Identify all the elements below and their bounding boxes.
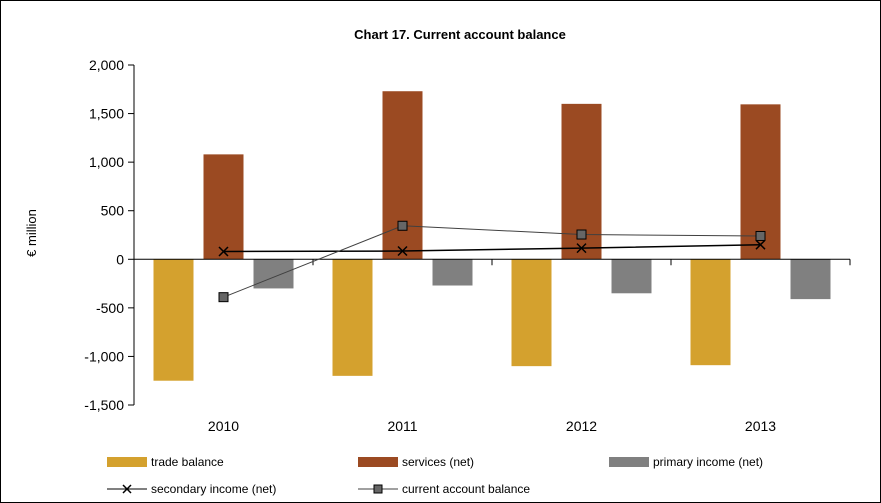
point-current-account-balance (218, 292, 229, 303)
axes-group: -1,500 -1,000 -500 0 500 1,000 1,500 2,000 2010 2… (84, 57, 851, 434)
point-secondary-income-net- (576, 243, 587, 254)
point-current-account-balance (576, 229, 587, 240)
legend-label-primary-income-net-: primary income (net) (653, 455, 763, 469)
y-tick-label: 2,000 (89, 57, 124, 73)
x-tick-label: 2012 (566, 418, 597, 434)
point-current-account-balance (755, 230, 766, 241)
legend-marker-secondary-income-net- (122, 484, 132, 494)
legend: trade balance services (net) primary incom… (107, 455, 763, 496)
bars-group (153, 91, 831, 381)
legend-marker-current-account-balance (373, 484, 383, 494)
legend-label-trade-balance: trade balance (151, 455, 224, 469)
bar-primary-income-net--2010 (253, 259, 294, 289)
y-tick-label: 1,500 (89, 106, 124, 122)
lines-group (218, 220, 766, 303)
bar-primary-income-net--2012 (611, 259, 652, 294)
legend-swatch-services-net- (358, 457, 398, 467)
y-tick-label: 500 (101, 203, 125, 219)
bar-services-net--2010 (203, 154, 244, 260)
point-secondary-income-net- (755, 239, 766, 250)
y-tick-label: 1,000 (89, 154, 124, 170)
bar-trade-balance-2011 (332, 259, 373, 376)
legend-label-current-account-balance: current account balance (402, 482, 530, 496)
legend-swatch-primary-income-net- (609, 457, 649, 467)
line-secondary-income-net- (223, 243, 761, 253)
x-tick-label: 2013 (745, 418, 776, 434)
bar-primary-income-net--2011 (432, 259, 473, 286)
bar-trade-balance-2013 (690, 259, 731, 366)
y-tick-label: -1,500 (84, 397, 124, 413)
bar-services-net--2011 (382, 91, 423, 260)
legend-swatch-trade-balance (107, 457, 147, 467)
legend-label-services-net-: services (net) (402, 455, 474, 469)
y-tick-label: -500 (96, 300, 124, 316)
y-tick-label: 0 (116, 251, 124, 267)
line-current-account-balance (223, 225, 761, 298)
x-tick-label: 2011 (387, 418, 417, 434)
chart-title: Chart 17. Current account balance (354, 27, 566, 42)
point-secondary-income-net- (218, 246, 229, 257)
bar-trade-balance-2010 (153, 259, 194, 381)
x-tick-label: 2010 (208, 418, 239, 434)
bar-trade-balance-2012 (511, 259, 552, 367)
y-axis-label: € million (24, 209, 39, 257)
legend-label-secondary-income-net-: secondary income (net) (151, 482, 276, 496)
bar-primary-income-net--2013 (790, 259, 831, 300)
y-tick-label: -1,000 (84, 348, 124, 364)
point-secondary-income-net- (397, 245, 408, 257)
point-current-account-balance (397, 220, 408, 231)
